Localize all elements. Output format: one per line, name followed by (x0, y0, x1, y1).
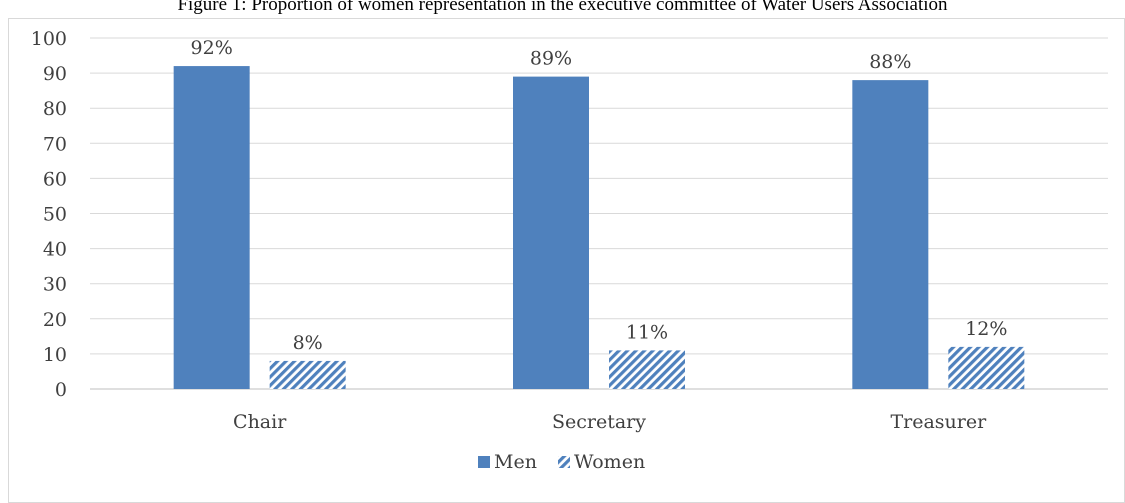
y-tick-label: 90 (43, 63, 67, 85)
data-label: 8% (293, 332, 323, 354)
y-tick-label: 100 (31, 28, 67, 50)
x-tick-label: Treasurer (890, 411, 987, 433)
legend-label-women: Women (574, 451, 645, 473)
y-tick-label: 60 (43, 168, 67, 190)
y-tick-label: 10 (43, 344, 67, 366)
bar-women-secretary (609, 350, 685, 389)
gridlines (90, 37, 1108, 390)
y-tick-label: 50 (43, 204, 67, 226)
x-tick-label: Chair (233, 411, 287, 433)
x-tick-label: Secretary (552, 411, 646, 433)
y-tick-label: 70 (43, 133, 67, 155)
bar-men-secretary (513, 76, 589, 390)
y-axis-ticks: 0 10 20 30 40 50 60 70 80 90 100 (31, 28, 67, 401)
legend-swatch-men (478, 456, 490, 468)
data-label: 92% (191, 37, 233, 59)
bar-women-chair (269, 360, 346, 389)
bar-men-treasurer (852, 80, 929, 390)
data-label: 88% (869, 51, 911, 73)
y-tick-label: 20 (43, 309, 67, 331)
bars (173, 66, 1025, 390)
y-tick-label: 40 (43, 239, 67, 261)
figure-title: Figure 1: Proportion of women representa… (177, 0, 948, 15)
x-axis-categories: Chair Secretary Treasurer (233, 411, 987, 433)
legend: Men Women (478, 451, 645, 473)
data-label: 11% (626, 321, 668, 343)
y-tick-label: 80 (43, 98, 67, 120)
data-label: 89% (530, 48, 572, 70)
y-tick-label: 0 (55, 379, 67, 401)
data-label: 12% (965, 318, 1007, 340)
legend-label-men: Men (494, 451, 537, 473)
bar-men-chair (173, 66, 250, 389)
y-tick-label: 30 (43, 274, 67, 296)
bar-women-treasurer (948, 346, 1025, 389)
data-labels: 92% 8% 89% 11% 88% 12% (191, 37, 1008, 354)
legend-swatch-women (558, 456, 570, 468)
